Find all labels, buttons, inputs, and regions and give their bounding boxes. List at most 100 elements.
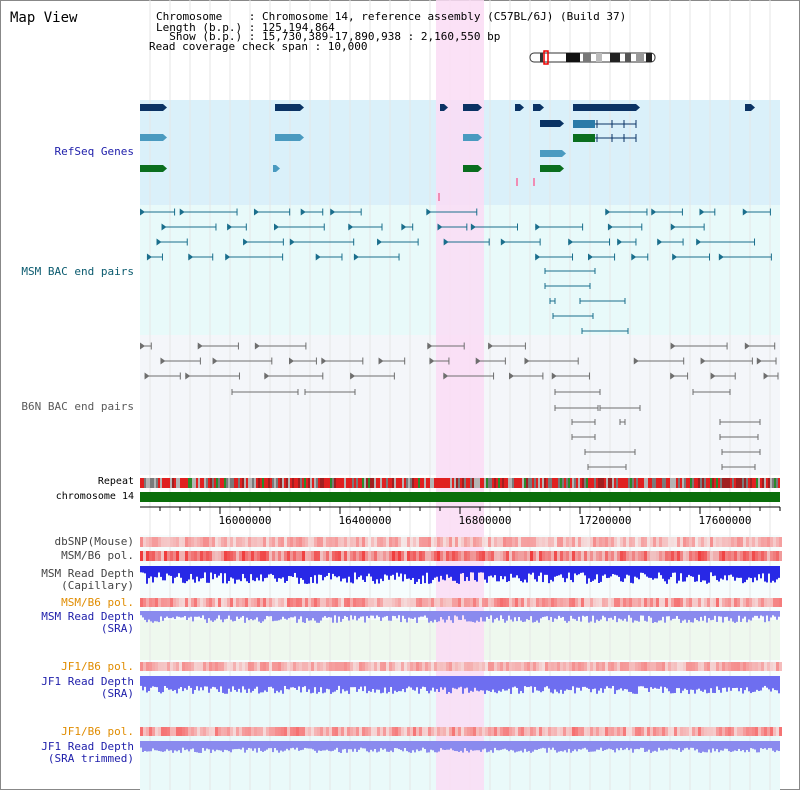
track-label-jf1-read-depth-trimmed[interactable]: JF1 Read Depth (SRA trimmed) [41,740,134,765]
msm-depth-capillary-bar [324,566,326,578]
jf1-b6-pol-cell [647,662,650,671]
msm-depth-sra-bar [590,611,592,622]
jf1-depth-sra-bar [560,676,562,690]
msm-b6-pol-sra-cell [380,598,383,607]
track-label-b6n-bac[interactable]: B6N BAC end pairs [21,400,134,413]
track-label-msm-bac[interactable]: MSM BAC end pairs [21,265,134,278]
jf1-b6-pol-2-cell [650,727,653,736]
ideogram-band [596,53,602,62]
jf1-b6-pol-cell [266,662,269,671]
msm-depth-sra-bar [376,611,378,616]
track-label-jf1-b6-pol[interactable]: JF1/B6 pol. [61,660,134,673]
msm-b6-pol-sra-cell [371,598,374,607]
jf1-depth-trim-bar [272,741,274,753]
dbsnp-cell [557,537,560,547]
jf1-depth-sra-bar [508,676,510,689]
show-range-info: Show (b.p.) : 15,730,389-17,890,938 : 2,… [156,30,501,43]
jf1-b6-pol-cell [245,662,248,671]
msm-bac-pair [315,253,343,261]
jf1-b6-pol-cell [167,662,170,671]
msm-depth-capillary-bar [176,566,178,577]
b6n-bac-pair-end [140,342,146,350]
track-label-jf1-b6-pol-2[interactable]: JF1/B6 pol. [61,725,134,738]
jf1-b6-pol-2-cell [545,727,548,736]
repeat-element [256,478,258,488]
msm-b6-pol-sra-cell [428,598,431,607]
msm-depth-sra-bar [714,611,716,616]
jf1-b6-pol-cell [656,662,659,671]
track-label-msm-b6-pol[interactable]: MSM/B6 pol. [61,549,134,562]
msm-bac-pair [617,238,637,246]
jf1-b6-pol-2-cell [527,727,530,736]
jf1-depth-trim-bar [404,741,406,748]
repeat-element [466,478,468,488]
dbsnp-cell [473,537,476,547]
jf1-depth-sra-bar [146,676,148,693]
track-label-dbsnp[interactable]: dbSNP(Mouse) [54,535,134,548]
jf1-depth-sra-bar [162,676,164,693]
repeat-element [254,478,256,488]
msm-depth-capillary-bar [300,566,302,579]
track-label-msm-b6-pol-sra[interactable]: MSM/B6 pol. [61,596,134,609]
track-label-refseq[interactable]: RefSeq Genes [54,145,134,158]
msm-depth-sra-bar [424,611,426,616]
jf1-b6-pol-2-cell [311,727,314,736]
repeat-element [144,478,146,488]
msm-b6-pol-sra-cell [305,598,308,607]
msm-depth-capillary-bar [558,566,560,576]
msm-b6-pol-cell [659,551,662,561]
msm-depth-sra-bar [274,611,276,621]
dbsnp-cell [611,537,614,547]
jf1-b6-pol-cell [239,662,242,671]
jf1-depth-sra-bar [390,676,392,688]
jf1-depth-sra-bar [724,676,726,688]
msm-bac-pair-end [651,208,657,216]
msm-depth-capillary-bar [202,566,204,579]
msm-depth-sra-bar [468,611,470,622]
jf1-depth-trim-bar [412,741,414,751]
jf1-b6-pol-cell [425,662,428,671]
jf1-depth-trim-bar [608,741,610,749]
jf1-depth-sra-bar [526,676,528,688]
msm-b6-pol-cell [479,551,482,561]
jf1-b6-pol-cell [770,662,773,671]
jf1-b6-pol-cell [743,662,746,671]
repeat-element [210,478,212,488]
repeat-element [498,478,500,488]
jf1-depth-trim-bar [540,741,542,749]
msm-b6-pol-cell [569,551,572,561]
dbsnp-cell [347,537,350,547]
msm-b6-pol-sra-cell [332,598,335,607]
msm-b6-pol-sra-cell [734,598,737,607]
repeat-element [542,478,544,488]
jf1-depth-sra-bar [194,676,196,690]
msm-depth-capillary-bar [436,566,438,577]
jf1-depth-sra-bar [648,676,650,692]
jf1-depth-sra-bar [436,676,438,690]
jf1-depth-sra-bar [732,676,734,689]
jf1-depth-trim-bar [514,741,516,753]
msm-depth-capillary-bar [500,566,502,577]
repeat-element [576,478,578,488]
msm-depth-capillary-bar [540,566,542,573]
jf1-depth-trim-bar [386,741,388,752]
msm-depth-capillary-bar [388,566,390,580]
jf1-depth-trim-bar [452,741,454,751]
dbsnp-cell [170,537,173,547]
repeat-element [592,478,594,488]
msm-depth-sra-bar [402,611,404,616]
track-label-repeat[interactable]: Repeat [97,476,134,487]
msm-depth-capillary-bar [148,566,150,579]
track-label-chromosome[interactable]: chromosome 14 [55,491,134,502]
msm-depth-sra-bar [448,611,450,617]
repeat-element [196,478,198,488]
track-label-jf1-read-depth-sra[interactable]: JF1 Read Depth (SRA) [41,675,134,700]
track-label-msm-read-depth-sra[interactable]: MSM Read Depth (SRA) [41,610,134,635]
dbsnp-cell [482,537,485,547]
track-label-msm-read-depth-capillary[interactable]: MSM Read Depth (Capillary) [41,567,134,592]
jf1-b6-pol-2-cell [623,727,626,736]
msm-depth-capillary-bar [414,566,416,584]
jf1-b6-pol-2-cell [590,727,593,736]
jf1-b6-pol-cell [407,662,410,671]
